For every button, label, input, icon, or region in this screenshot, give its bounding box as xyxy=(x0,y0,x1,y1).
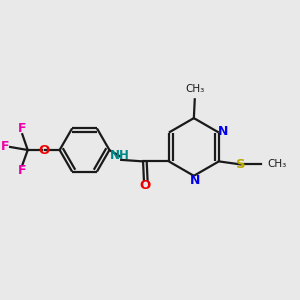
Text: F: F xyxy=(1,140,10,154)
Text: N: N xyxy=(190,174,200,187)
Text: O: O xyxy=(139,179,150,193)
Text: NH: NH xyxy=(110,149,129,162)
Text: F: F xyxy=(17,164,26,177)
Text: F: F xyxy=(17,122,26,135)
Text: O: O xyxy=(38,143,50,157)
Text: S: S xyxy=(236,158,246,171)
Text: CH₃: CH₃ xyxy=(267,159,287,170)
Text: CH₃: CH₃ xyxy=(185,84,204,94)
Text: N: N xyxy=(218,125,228,138)
